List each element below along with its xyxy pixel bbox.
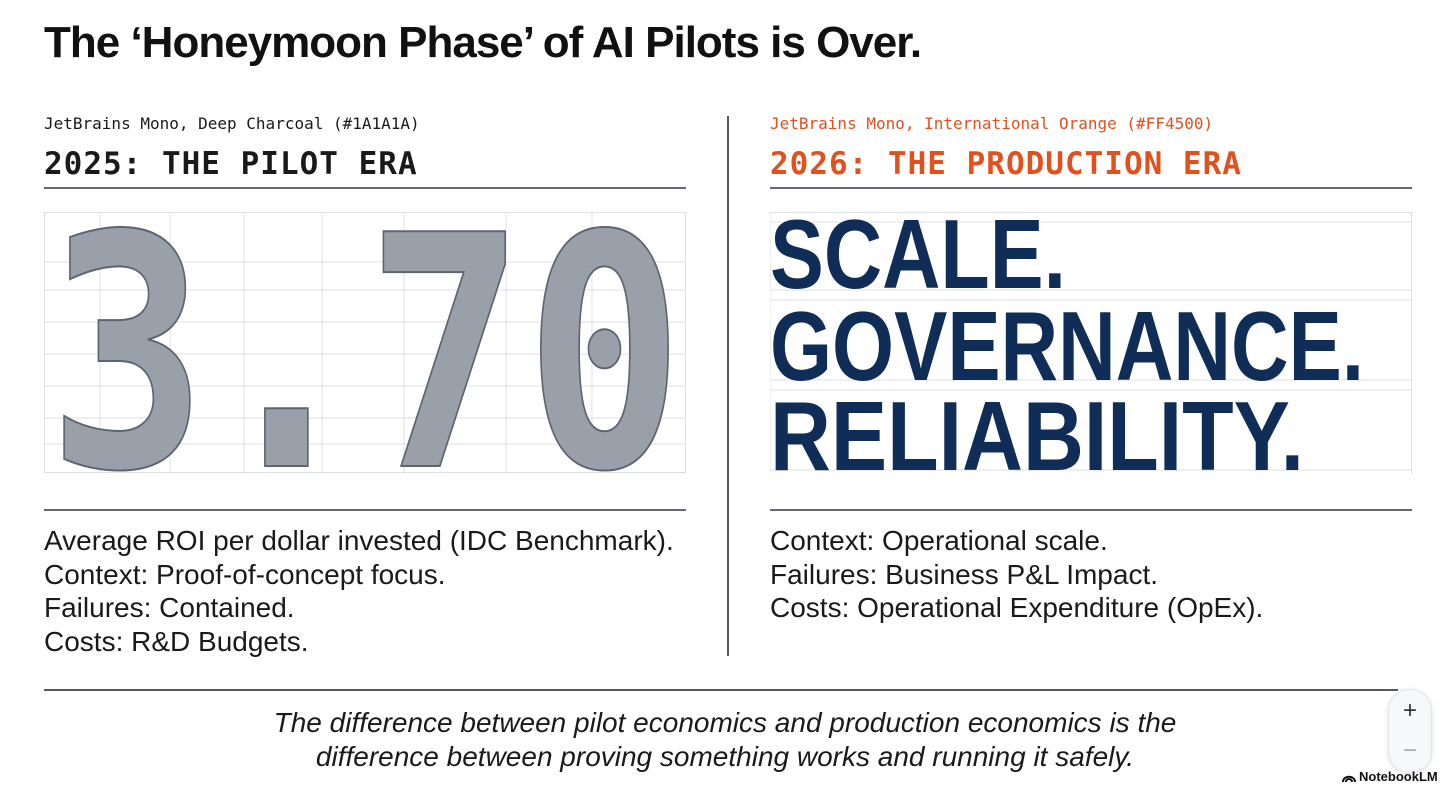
zoom-control: + −	[1388, 689, 1432, 773]
baseline-grid	[770, 212, 1412, 474]
right-font-note: JetBrains Mono, International Orange (#F…	[770, 114, 1214, 133]
right-era-heading: 2026: THE PRODUCTION ERA	[770, 146, 1242, 182]
roi-metric-value: 3.70	[48, 212, 684, 474]
detail-line: Context: Operational scale.	[770, 525, 1108, 556]
roi-metric-graphic: 3.70	[44, 212, 686, 474]
slide-title: The ‘Honeymoon Phase’ of AI Pilots is Ov…	[44, 18, 922, 67]
zoom-in-button[interactable]: +	[1402, 697, 1417, 724]
detail-line: Costs: R&D Budgets.	[44, 625, 309, 657]
statement-reliability: RELIABILITY.	[770, 381, 1304, 474]
production-statements-panel: SCALE. GOVERNANCE. RELIABILITY.	[770, 212, 1412, 474]
statement-governance: GOVERNANCE.	[770, 291, 1364, 401]
quote-line-1: The difference between pilot economics a…	[273, 707, 1177, 738]
right-bottom-rule	[770, 509, 1412, 511]
notebooklm-logo-icon	[1342, 775, 1356, 783]
closing-quote: The difference between pilot economics a…	[150, 706, 1300, 774]
left-top-rule	[44, 187, 686, 189]
right-top-rule	[770, 187, 1412, 189]
footer-rule	[44, 689, 1398, 691]
pilot-era-column: JetBrains Mono, Deep Charcoal (#1A1A1A) …	[44, 112, 686, 657]
column-divider	[727, 116, 729, 656]
pilot-era-details: Average ROI per dollar invested (IDC Ben…	[44, 524, 674, 658]
layout-grid	[44, 212, 686, 474]
production-era-column: JetBrains Mono, International Orange (#F…	[770, 112, 1412, 623]
detail-line: Failures: Business P&L Impact.	[770, 558, 1159, 590]
detail-line: Average ROI per dollar invested (IDC Ben…	[44, 525, 674, 556]
roi-metric-panel: 3.70	[44, 212, 686, 474]
detail-line: Context: Proof-of-concept focus.	[44, 558, 446, 590]
zoom-out-button[interactable]: −	[1402, 737, 1417, 764]
detail-line: Costs: Operational Expenditure (OpEx).	[770, 592, 1264, 623]
production-statements-graphic: SCALE. GOVERNANCE. RELIABILITY.	[770, 212, 1412, 474]
left-font-note: JetBrains Mono, Deep Charcoal (#1A1A1A)	[44, 114, 420, 133]
statement-scale: SCALE.	[770, 212, 1066, 309]
production-era-details: Context: Operational scale. Failures: Bu…	[770, 524, 1263, 625]
brand-name: NotebookLM	[1359, 769, 1438, 784]
left-bottom-rule	[44, 509, 686, 511]
quote-line-2: difference between proving something wor…	[315, 741, 1135, 772]
detail-line: Failures: Contained.	[44, 592, 295, 623]
left-era-heading: 2025: THE PILOT ERA	[44, 146, 418, 182]
notebooklm-brand: NotebookLM	[1342, 769, 1438, 784]
